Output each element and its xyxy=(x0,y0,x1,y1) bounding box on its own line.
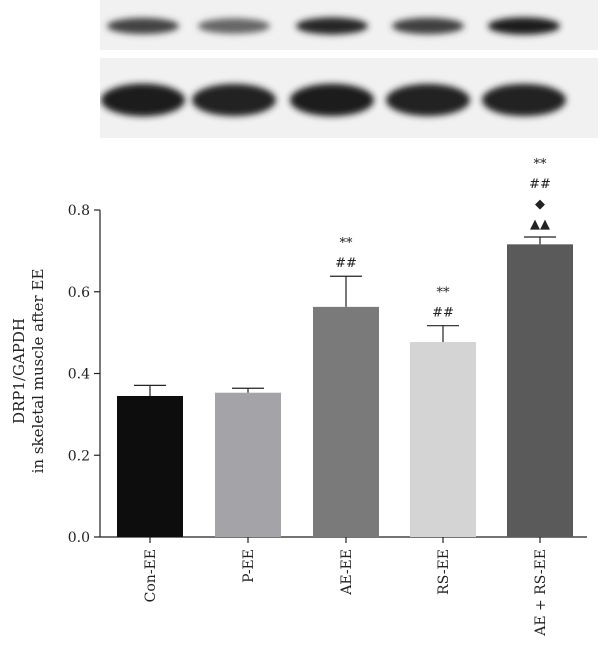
blot-band xyxy=(101,83,185,117)
blot-band xyxy=(488,17,560,35)
blot-band xyxy=(290,83,374,117)
bar xyxy=(507,244,573,537)
blot-band xyxy=(198,18,270,34)
significance-marker: ** xyxy=(437,286,451,301)
western-blot-image xyxy=(100,0,598,138)
blot-band xyxy=(392,17,464,35)
western-blot-panels xyxy=(100,0,598,138)
x-tick-label: P-EE xyxy=(241,549,257,583)
y-tick-label: 0.6 xyxy=(68,285,90,301)
blot-band xyxy=(296,17,368,35)
blot-panel-drp1 xyxy=(100,0,598,50)
plot-area: 0.0 0.2 0.4 0.6 0.8 Con-EE P-EE AE-EE ## ** RS-EE #… xyxy=(68,157,587,637)
bar xyxy=(410,342,476,537)
x-tick-label: AE-EE xyxy=(339,549,355,596)
x-tick-label: AE + RS-EE xyxy=(533,549,549,637)
significance-marker: ** xyxy=(534,157,548,172)
bar xyxy=(215,392,281,537)
significance-marker: ## xyxy=(335,256,357,271)
y-tick-label: 0.8 xyxy=(68,203,90,219)
bar xyxy=(117,395,183,537)
y-axis-label: DRP1/GAPDH in skeletal muscle after EE xyxy=(10,269,47,474)
significance-marker: ▲▲ xyxy=(530,217,550,232)
blot-panel-gapdh xyxy=(100,58,598,138)
significance-marker: ** xyxy=(340,236,354,251)
y-tick-label: 0.0 xyxy=(68,530,90,546)
y-axis-label-line-1: DRP1/GAPDH xyxy=(10,318,28,424)
y-axis-label-line-2: in skeletal muscle after EE xyxy=(29,269,47,474)
blot-band xyxy=(192,83,276,117)
blot-band xyxy=(386,83,470,117)
blot-band xyxy=(482,83,566,117)
y-tick-label: 0.2 xyxy=(68,448,90,464)
bar xyxy=(313,306,379,537)
x-tick-label: Con-EE xyxy=(143,549,159,602)
significance-marker: ## xyxy=(529,177,551,192)
significance-marker: ## xyxy=(432,306,454,321)
blot-band xyxy=(107,17,179,35)
significance-marker: ◆ xyxy=(535,197,545,212)
y-tick-label: 0.4 xyxy=(68,367,90,383)
x-tick-label: RS-EE xyxy=(436,549,452,595)
